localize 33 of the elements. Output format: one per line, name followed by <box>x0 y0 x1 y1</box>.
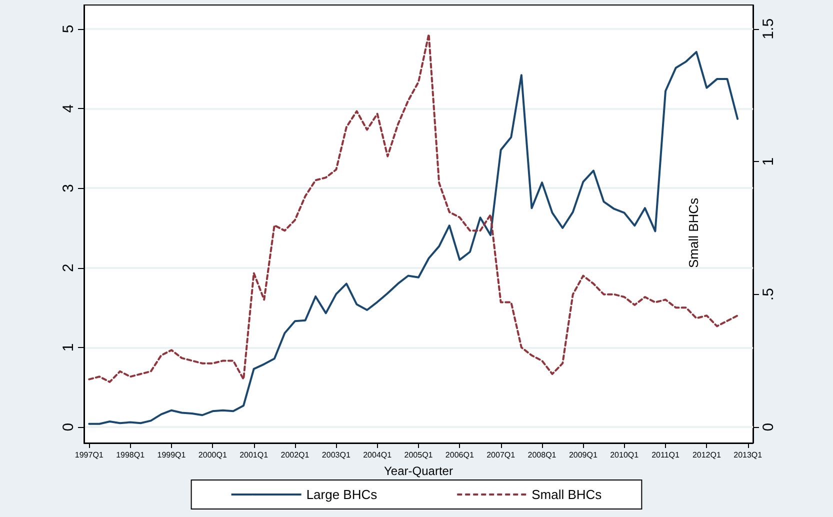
x-tick-label: 2007Q1 <box>486 450 516 460</box>
x-tick-label: 2008Q1 <box>528 450 557 460</box>
x-tick-label: 2009Q1 <box>568 450 598 460</box>
x-tick-label: 2002Q1 <box>280 450 310 460</box>
x-tick-label: 1997Q1 <box>74 450 104 460</box>
y2-tick-label: 1 <box>760 157 777 166</box>
y2-tick-label: .5 <box>760 288 777 301</box>
y-tick-label: 1 <box>60 343 77 352</box>
y-tick-label: 4 <box>60 104 77 113</box>
x-tick-label: 2001Q1 <box>240 450 269 460</box>
annotation: Small BHCs <box>686 197 701 268</box>
y2-tick-label: 0 <box>760 422 777 432</box>
y2-tick-label: 1.5 <box>760 18 777 40</box>
y-tick-label: 2 <box>60 264 77 272</box>
x-tick-label: 2004Q1 <box>363 450 392 460</box>
x-axis-title: Year-Quarter <box>384 464 453 478</box>
x-tick-label: 2006Q1 <box>445 450 474 460</box>
x-tick-label: 2010Q1 <box>610 450 640 460</box>
x-tick-label: 1999Q1 <box>157 450 186 460</box>
y-tick-label: 3 <box>60 184 77 192</box>
x-tick-label: 2000Q1 <box>198 450 228 460</box>
legend-label: Small BHCs <box>532 487 602 502</box>
line-series <box>88 33 739 383</box>
y-tick-label: 0 <box>60 422 77 432</box>
x-tick-label: 1998Q1 <box>116 450 146 460</box>
x-tick-label: 2013Q1 <box>734 450 763 460</box>
x-tick-label: 2012Q1 <box>692 450 722 460</box>
line-series <box>88 50 739 425</box>
x-tick-label: 2011Q1 <box>652 450 680 460</box>
y-tick-label: 5 <box>60 24 77 34</box>
x-tick-label: 2005Q1 <box>404 450 434 460</box>
x-tick-label: 2003Q1 <box>322 450 351 460</box>
legend-label: Large BHCs <box>306 487 378 502</box>
